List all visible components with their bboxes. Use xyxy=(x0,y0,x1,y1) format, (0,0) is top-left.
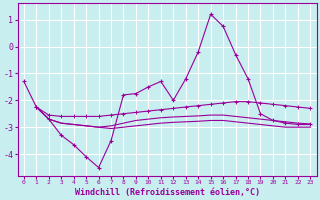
X-axis label: Windchill (Refroidissement éolien,°C): Windchill (Refroidissement éolien,°C) xyxy=(75,188,260,197)
